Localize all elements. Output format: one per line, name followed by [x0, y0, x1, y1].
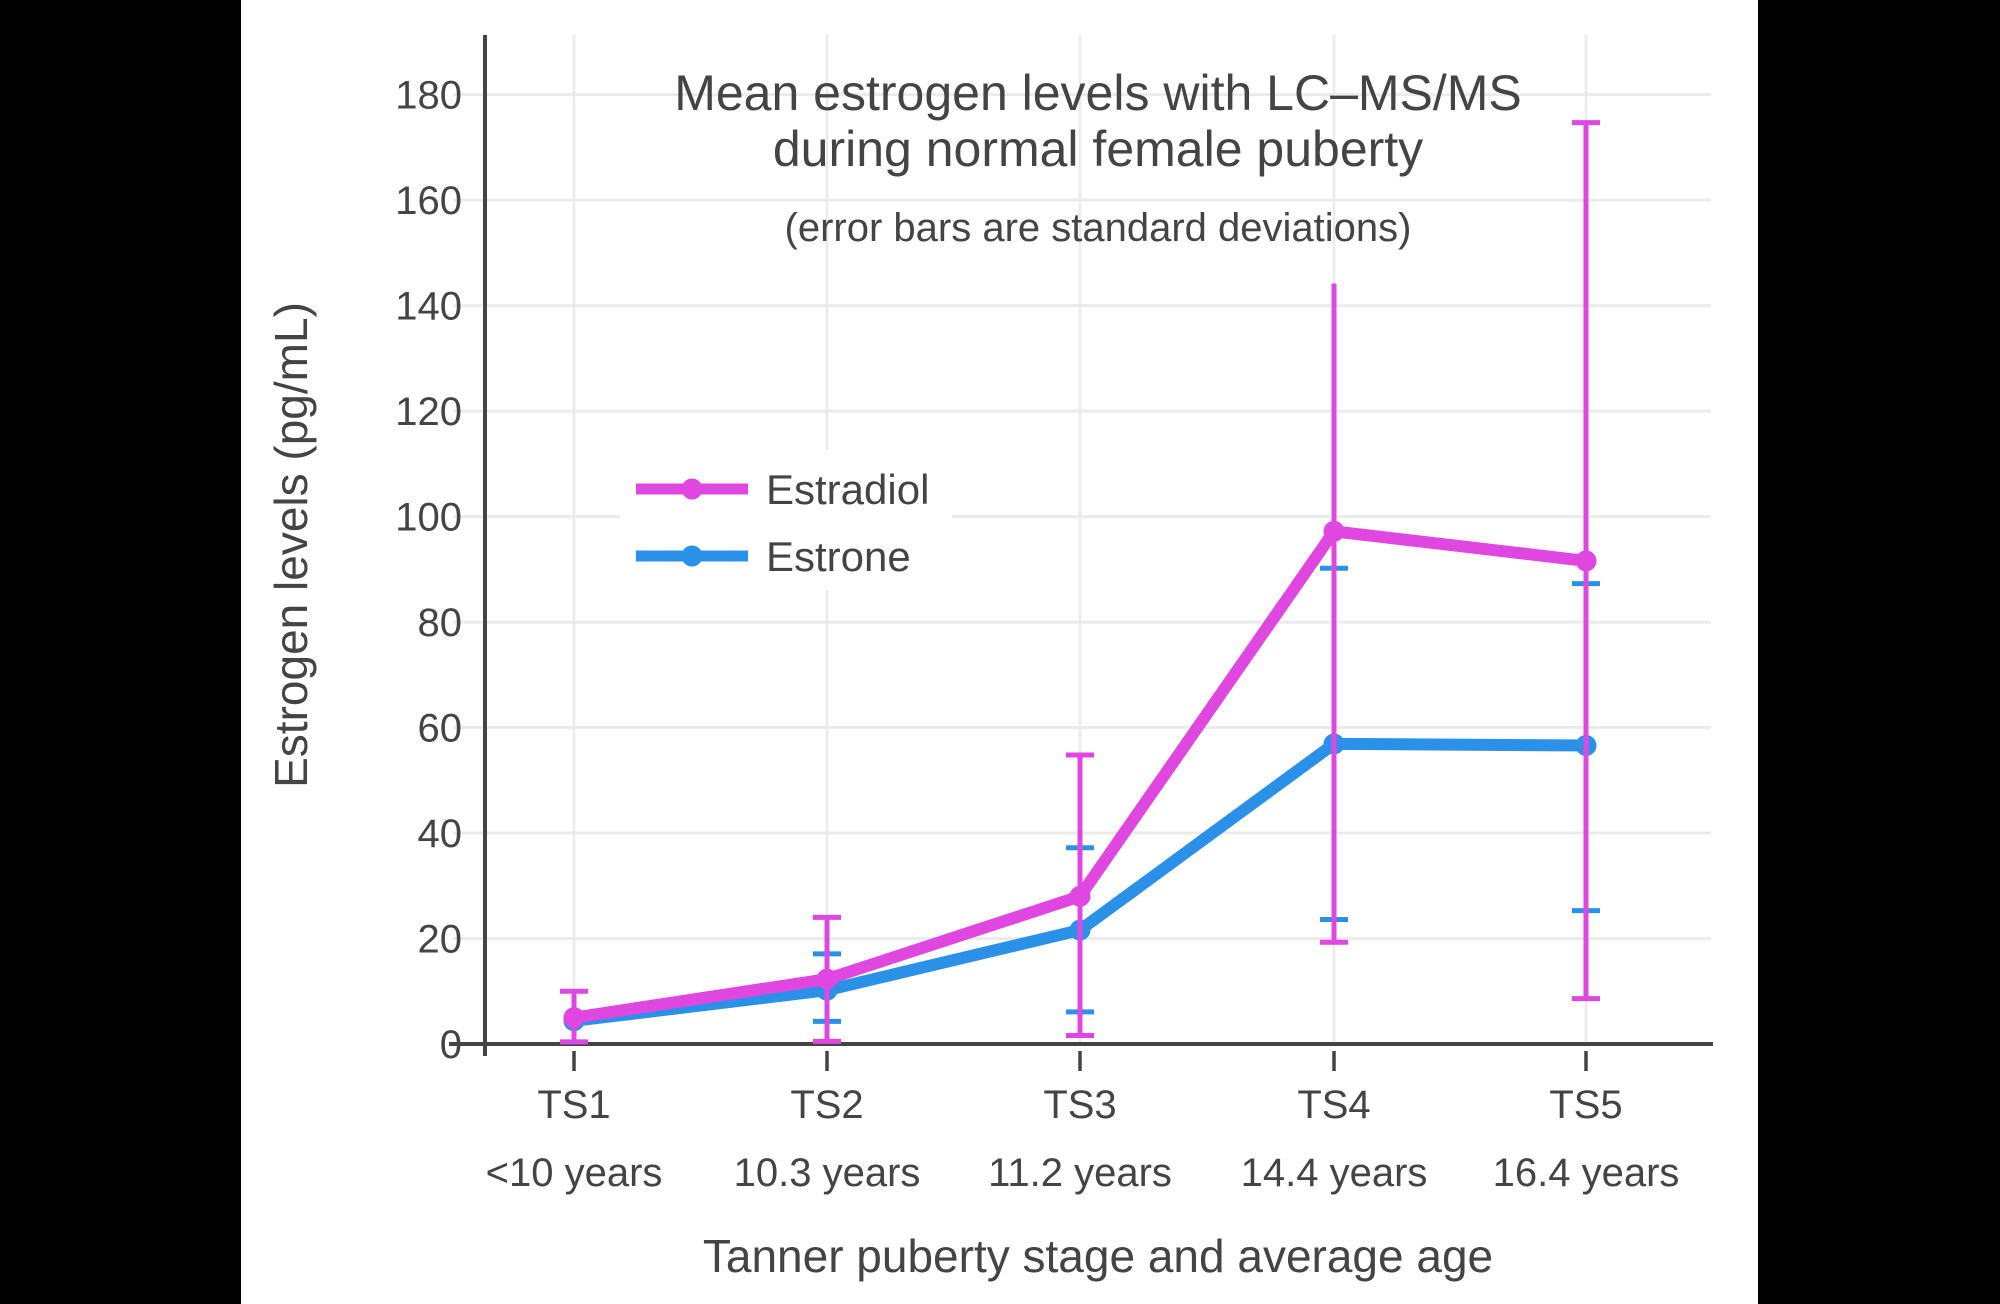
y-tick-label: 0 [440, 1023, 462, 1067]
y-tick-label: 20 [418, 918, 463, 962]
axes [449, 35, 1713, 1071]
x-stage-label: TS3 [1043, 1083, 1116, 1127]
data-point-marker [1069, 885, 1091, 907]
legend-item-estradiol: Estradiol [636, 466, 929, 513]
chart-title-line2: during normal female puberty [773, 121, 1423, 177]
x-age-label: 10.3 years [734, 1151, 921, 1195]
legend: Estradiol Estrone [620, 450, 952, 590]
y-tick-label: 140 [395, 285, 462, 329]
y-tick-label: 180 [395, 74, 462, 118]
legend-background [620, 450, 952, 590]
x-stage-label: TS4 [1297, 1083, 1370, 1127]
y-tick-label: 80 [418, 601, 463, 645]
data-point-marker [816, 968, 838, 990]
estradiol-marker-swatch [681, 478, 703, 500]
legend-item-estrone: Estrone [636, 533, 911, 580]
x-age-label: 14.4 years [1241, 1151, 1428, 1195]
data-series [560, 120, 1600, 1045]
chart-title-line1: Mean estrogen levels with LC–MS/MS [674, 65, 1522, 121]
estrone-marker-swatch [681, 545, 703, 567]
x-stage-label: TS2 [790, 1083, 863, 1127]
legend-label-estradiol: Estradiol [766, 466, 929, 513]
canvas-background [241, 0, 1758, 1304]
y-tick-label: 100 [395, 496, 462, 540]
data-point-marker [1323, 520, 1345, 542]
y-tick-label: 40 [418, 812, 463, 856]
x-age-label: 11.2 years [988, 1151, 1172, 1195]
y-tick-labels: 0 20 40 60 80 100 120 140 160 180 [395, 74, 462, 1067]
x-age-label: 16.4 years [1493, 1151, 1680, 1195]
y-tick-label: 60 [418, 707, 463, 751]
chart-subtitle: (error bars are standard deviations) [785, 206, 1412, 250]
x-stage-label: TS5 [1549, 1083, 1622, 1127]
y-tick-label: 160 [395, 179, 462, 223]
x-axis-title: Tanner puberty stage and average age [703, 1230, 1493, 1282]
series-estradiol [560, 120, 1600, 1045]
y-tick-label: 120 [395, 390, 462, 434]
legend-label-estrone: Estrone [766, 533, 911, 580]
x-stage-label: TS1 [537, 1083, 610, 1127]
x-tick-labels: TS1 <10 years TS2 10.3 years TS3 11.2 years TS… [486, 1083, 1680, 1195]
x-age-label: <10 years [486, 1151, 663, 1195]
y-axis-title: Estrogen levels (pg/mL) [265, 302, 317, 788]
data-point-marker [1575, 550, 1597, 572]
data-point-marker [563, 1007, 585, 1029]
